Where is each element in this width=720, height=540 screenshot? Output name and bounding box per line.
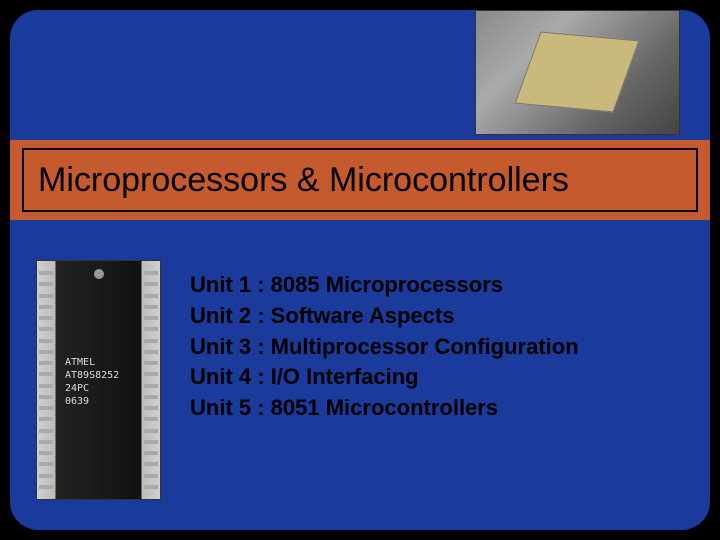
processor-photo: [475, 10, 680, 135]
title-box: Microprocessors & Microcontrollers: [22, 148, 698, 212]
unit-item: Unit 2 : Software Aspects: [190, 301, 690, 332]
chip-label: ATMEL AT89S8252 24PC 0639: [65, 356, 119, 408]
slide-container: Microprocessors & Microcontrollers ATMEL…: [10, 10, 710, 530]
slide-title: Microprocessors & Microcontrollers: [38, 161, 569, 200]
unit-item: Unit 3 : Multiprocessor Configuration: [190, 332, 690, 363]
unit-item: Unit 1 : 8085 Microprocessors: [190, 270, 690, 301]
microcontroller-photo: ATMEL AT89S8252 24PC 0639: [36, 260, 161, 500]
unit-list: Unit 1 : 8085 Microprocessors Unit 2 : S…: [190, 270, 690, 424]
unit-item: Unit 4 : I/O Interfacing: [190, 362, 690, 393]
chip-pins-left: [39, 271, 53, 489]
chip-pins-right: [144, 271, 158, 489]
unit-item: Unit 5 : 8051 Microcontrollers: [190, 393, 690, 424]
